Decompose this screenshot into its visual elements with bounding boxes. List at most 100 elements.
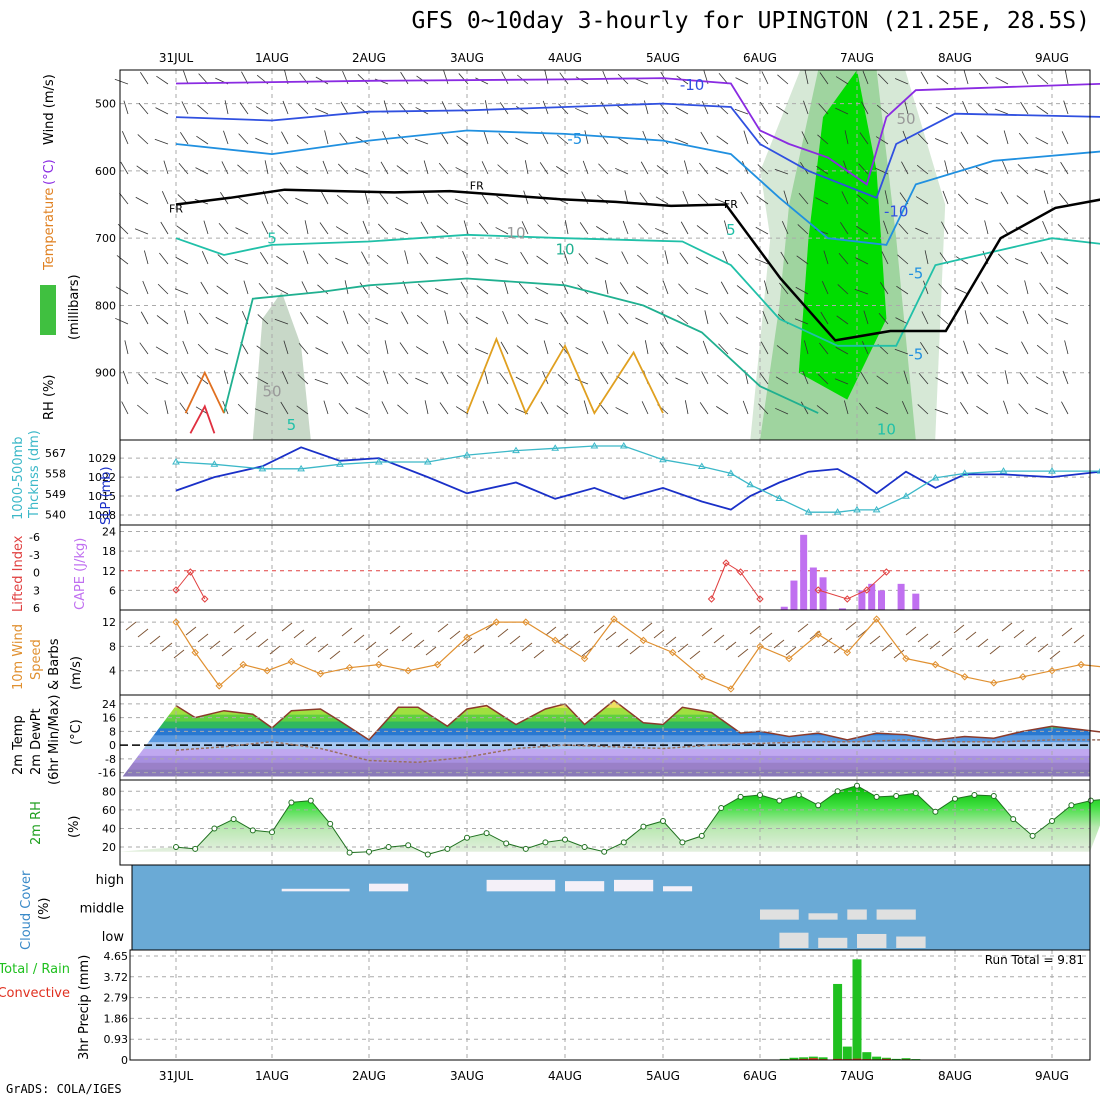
precip-conv-bar-5 [833,1058,843,1060]
wind-barb [157,283,169,295]
wind-barb [416,314,429,325]
rh-marker-23 [620,839,627,846]
wind-barb [638,223,649,235]
wind-barb [203,220,209,235]
contour-label-0: -10 [680,76,705,94]
wind-barb [395,196,409,205]
rh-marker-16 [483,830,490,837]
wind-barb [974,198,989,205]
wind-barb [135,196,149,205]
rh-marker-11 [385,844,392,851]
wind-barb [817,373,829,385]
wind-barb [836,315,849,325]
wind-barb [877,73,889,85]
cape-bar-10 [912,593,920,610]
wind-barb-10m [833,644,845,654]
slp-ytick-1: 1015 [88,490,116,503]
lifted-index-marker [756,595,764,603]
wind-barb [859,132,869,145]
wind-barb [344,280,349,295]
wind-barb [455,406,469,415]
rh-marker-47 [1087,797,1094,804]
lifted-index-line-1 [711,562,761,600]
wind-barb [176,225,189,235]
wind-barb [123,100,129,115]
cloud-high-block-3 [565,881,605,892]
wind-barb [736,285,749,295]
wind-barb [380,161,389,175]
wind-speed-marker-19 [698,673,706,681]
wind-barb [917,404,929,415]
wind-barb-10m [185,626,197,636]
rh-marker-25 [660,818,666,825]
wind-barb [456,135,469,145]
wind-speed-marker-15 [580,654,589,663]
wind-barb [895,317,909,325]
rh-ylabel: 2m RH [29,801,44,845]
wind-barb [499,102,509,115]
rh-area [120,785,1100,855]
wind-barb [563,250,569,265]
wind-barb [140,72,149,85]
wind-barb [775,407,789,415]
wind-ylabel-10m: 10m Wind [11,624,26,690]
wind-barb-10m [1037,643,1049,653]
wind-speed-marker-6 [316,670,325,678]
thickness-marker-14 [727,469,735,476]
wind-barb [794,318,809,325]
wind-barb [257,314,269,325]
wind-barb-10m [797,623,809,633]
wind-barb [819,72,829,85]
date-label-bottom-8: 8AUG [938,1069,972,1083]
wind-barb [441,101,449,115]
wind-barb [536,255,549,265]
thickness-marker-16 [775,494,784,501]
wind-speed-marker-16 [610,615,618,623]
wind-barb [283,340,289,355]
contour-label-10: -5 [908,345,923,363]
precip-total-bar-9 [872,1056,882,1060]
wind-barb [942,190,949,205]
wind-barb [923,280,929,295]
wind-barb [861,341,869,355]
slp-ytick-3: 1029 [88,452,116,465]
rh-marker-12 [405,842,412,849]
li-ytick-2: 0 [33,567,40,580]
wind-barb [1035,376,1049,385]
wind-barb [600,371,609,385]
wind-speed-line [175,618,1100,690]
wind-barb [934,138,949,145]
wind-barb [296,134,309,145]
lifted-index-line-0 [175,571,206,600]
contour-label-11: 5 [287,416,297,434]
wind-barb [223,130,229,145]
wind-barb-10m [389,625,401,635]
wind-barb [496,195,509,205]
wind-barb [878,313,889,325]
wind-barb [634,78,649,85]
wind-barb [544,70,549,85]
wind-barb [884,190,889,205]
wind-barb-10m [605,631,617,641]
wind-barb [1035,137,1049,145]
wind-barb [835,107,849,115]
wind-barb [760,102,769,115]
temp-band-7 [120,721,1090,729]
wind-barb [761,71,769,85]
wind-barb [1056,255,1069,265]
wind-barb [1042,220,1049,235]
rh-marker-7 [307,797,314,804]
wind-barb-10m [749,625,761,635]
wind-barb-10m [953,624,965,634]
rh-ytick-3: 80 [102,785,116,798]
wind-speed-marker-17 [639,636,648,645]
wind-barb-10m [653,629,665,639]
wind-barb [156,75,169,85]
upper-ylabel-temperature: Temperature [42,188,57,271]
wind-barb [398,102,409,115]
wind-barb [603,310,609,325]
wind-barb [898,223,909,235]
wind-barb [559,72,569,85]
wind-barb [521,221,529,235]
wind-barb [201,251,209,265]
